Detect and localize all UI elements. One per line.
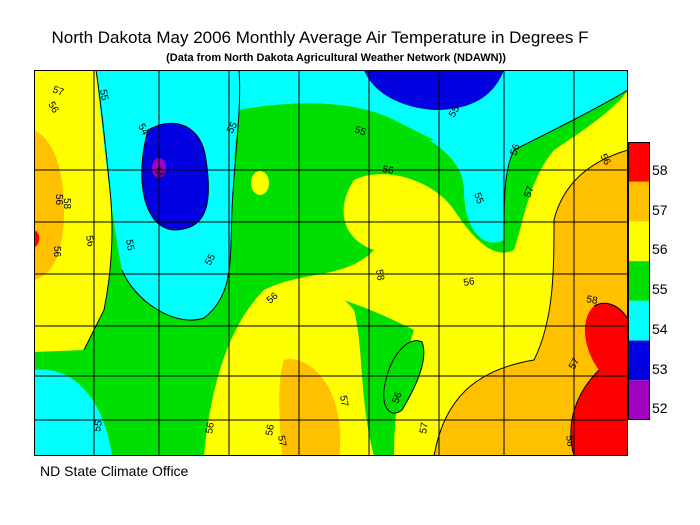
contour-label: 56 — [463, 276, 476, 289]
contour-label: 58 — [373, 269, 386, 282]
contour-label: 57 — [275, 435, 288, 448]
legend-swatch — [628, 300, 650, 341]
legend-swatch — [628, 261, 650, 301]
contour-label: 56 — [83, 235, 96, 248]
contour-labels: 56 55 55 54 55 55 56 55 56 56 57 57 55 5… — [45, 84, 612, 447]
zone-53-north — [364, 70, 504, 110]
zone-55-north — [234, 103, 434, 160]
color-legend — [628, 142, 650, 420]
contour-label: 56 — [508, 142, 522, 157]
zone-53-west — [141, 123, 209, 230]
legend-label: 57 — [652, 201, 668, 218]
legend-label: 52 — [652, 400, 668, 417]
contour-label: 55 — [447, 104, 462, 120]
contour-label: 55 — [203, 252, 218, 268]
legend-label: 54 — [652, 320, 668, 337]
contour-label: 57 — [522, 184, 536, 199]
contour-label: 56 — [45, 100, 60, 116]
contour-label: 55 — [92, 419, 105, 432]
zone-58-west — [34, 230, 40, 248]
legend-swatch — [628, 142, 650, 182]
contour-label: 55 — [97, 89, 110, 102]
contour-label: 56 — [390, 390, 404, 405]
county-boundaries — [34, 70, 628, 456]
zone-56-west — [34, 70, 112, 352]
legend-label: 56 — [652, 241, 668, 258]
contour-label: 56 — [381, 164, 394, 177]
zone-58-east — [570, 303, 628, 456]
map-title: North Dakota May 2006 Monthly Average Ai… — [51, 28, 589, 47]
zone-54-north — [239, 70, 628, 243]
contour-label: 57 — [567, 356, 582, 372]
legend-label: 53 — [652, 360, 668, 377]
contour-label: 55 — [353, 124, 368, 138]
legend-swatch — [628, 181, 650, 222]
contour-label: 55 — [151, 166, 166, 182]
contour-label: 56 — [264, 423, 277, 436]
zone-56-spot — [251, 171, 269, 195]
contour-lines — [83, 70, 628, 456]
zone-57-southcentral — [279, 359, 341, 456]
contour-label: 55 — [123, 239, 136, 252]
contour-label: 56 — [597, 152, 612, 168]
legend-swatch — [628, 380, 650, 420]
contour-label: 58 — [61, 198, 72, 210]
contour-label: 55 — [225, 120, 240, 136]
map-subtitle: (Data from North Dakota Agricultural Wea… — [166, 52, 506, 64]
legend-swatch — [628, 221, 650, 262]
contour-label: 57 — [418, 421, 431, 434]
credit-text: ND State Climate Office — [40, 463, 189, 479]
zone-54-southwest — [34, 369, 112, 456]
contour-label: 56 — [204, 421, 217, 434]
contour-label: 55 — [471, 191, 485, 206]
contour-label: 57 — [337, 395, 350, 408]
contour-label: 56 — [53, 194, 64, 206]
contour-label: 58 — [585, 294, 598, 307]
contour-label: 54 — [135, 122, 150, 138]
legend-swatch — [628, 340, 650, 381]
legend-label: 55 — [652, 281, 668, 298]
temperature-map: 56 55 55 54 55 55 56 55 56 56 57 57 55 5… — [34, 70, 628, 456]
zone-55-central — [383, 340, 424, 414]
contour-label: 58 — [563, 435, 576, 448]
legend-label: 58 — [652, 162, 668, 178]
contour-label: 56 — [51, 246, 62, 258]
zone-57-west — [34, 130, 64, 280]
contour-label: 57 — [51, 84, 66, 98]
zone-57-east — [434, 150, 628, 456]
